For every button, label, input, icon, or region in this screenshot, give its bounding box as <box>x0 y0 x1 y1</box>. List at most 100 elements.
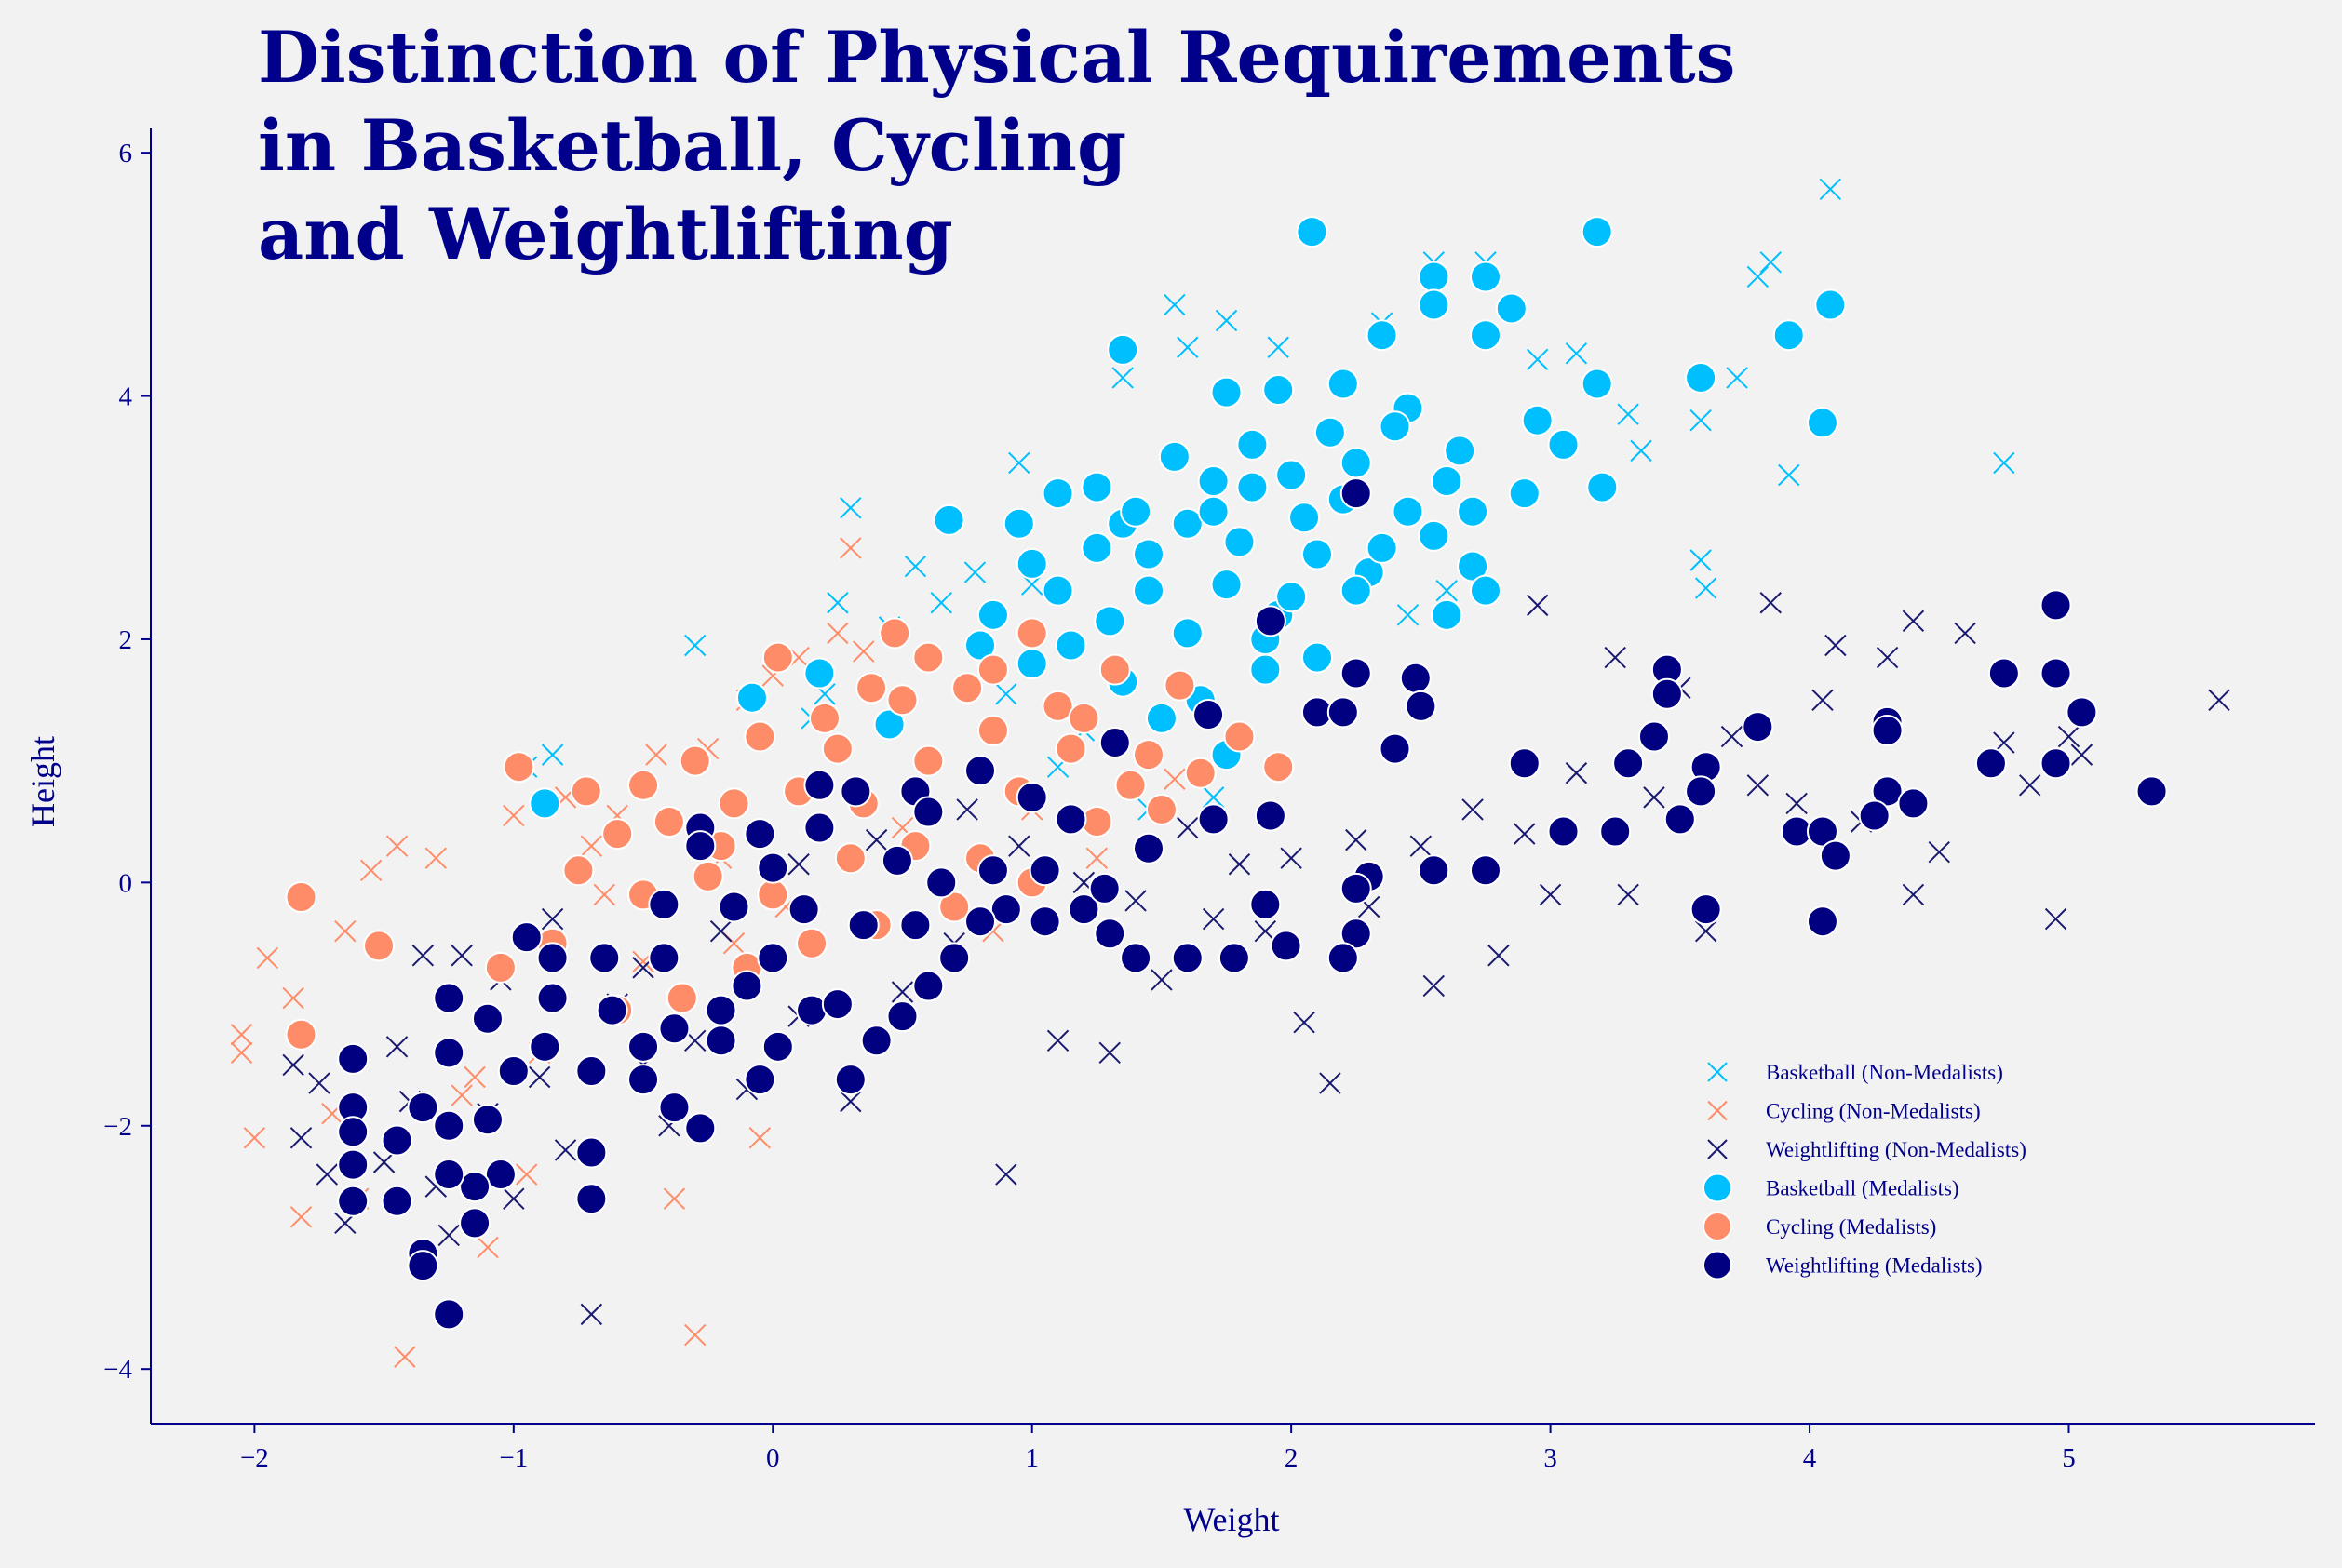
data-point-circle-marker <box>1650 677 1683 710</box>
data-point-x-marker <box>827 622 849 645</box>
data-point-circle-marker <box>840 775 872 808</box>
data-point-circle-marker <box>1042 690 1074 722</box>
data-point-circle-marker <box>1029 905 1061 938</box>
data-point-circle-marker <box>1806 905 1838 938</box>
data-point-circle-marker <box>1300 538 1333 570</box>
data-point-circle-marker <box>1275 459 1308 491</box>
data-point-circle-marker <box>484 1159 517 1191</box>
data-point-circle-marker <box>1133 739 1165 771</box>
data-point-circle-marker <box>1094 605 1126 637</box>
data-point-circle-marker <box>803 657 836 690</box>
data-point-circle-marker <box>834 842 867 875</box>
data-point-x-marker <box>528 1065 551 1089</box>
data-point-circle-marker <box>679 744 711 777</box>
data-point-circle-marker <box>1254 605 1286 637</box>
data-point-circle-marker <box>684 830 717 863</box>
data-point-circle-marker <box>1068 702 1100 734</box>
data-point-x-marker <box>1643 786 1665 809</box>
data-point-circle-marker <box>1326 942 1359 974</box>
data-point-circle-marker <box>1197 495 1230 528</box>
legend-circle-marker-icon <box>1703 1250 1732 1280</box>
data-point-x-marker <box>1617 883 1639 906</box>
data-point-circle-marker <box>1029 854 1061 887</box>
data-point-circle-marker <box>1431 465 1463 498</box>
data-point-x-marker <box>1280 847 1302 869</box>
data-point-circle-marker <box>575 1054 608 1087</box>
data-point-circle-marker <box>1987 657 2020 690</box>
data-point-circle-marker <box>1405 690 1437 722</box>
data-point-circle-marker <box>1689 893 1722 926</box>
data-point-x-marker <box>1111 367 1134 389</box>
data-point-circle-marker <box>596 994 628 1026</box>
data-point-x-marker <box>1759 592 1782 614</box>
data-point-circle-marker <box>1249 653 1282 686</box>
x-tick-label: 2 <box>1285 1443 1299 1473</box>
data-point-x-marker <box>995 1163 1017 1186</box>
data-point-circle-marker <box>1469 574 1501 607</box>
x-tick-label: −1 <box>499 1443 528 1473</box>
data-point-x-marker <box>1902 610 1925 633</box>
data-point-x-marker <box>411 945 435 967</box>
data-point-x-marker <box>840 537 862 559</box>
data-point-circle-marker <box>1339 872 1372 905</box>
data-point-circle-marker <box>808 702 841 734</box>
data-point-x-marker <box>394 1346 416 1368</box>
data-point-circle-marker <box>285 1018 317 1051</box>
data-point-circle-marker <box>2039 589 2072 622</box>
data-point-circle-marker <box>705 1025 737 1057</box>
chart-title-line-2: in Basketball, Cycling <box>258 104 1126 187</box>
axes-layer: −2 −1 0 1 2 3 4 5 −4 −2 0 2 4 6 <box>103 128 2315 1473</box>
data-point-circle-marker <box>705 994 737 1026</box>
legend-label: Weightlifting (Medalists) <box>1766 1254 1983 1278</box>
data-point-circle-marker <box>873 708 906 741</box>
data-point-x-marker <box>840 497 862 519</box>
data-point-circle-marker <box>912 641 945 674</box>
data-point-circle-marker <box>757 942 789 974</box>
data-point-circle-marker <box>731 970 763 1002</box>
data-point-x-marker <box>503 1187 525 1210</box>
y-tick-label: 4 <box>119 382 133 412</box>
data-point-x-marker <box>930 592 952 614</box>
data-point-circle-marker <box>503 751 535 784</box>
data-point-circle-marker <box>510 921 543 954</box>
data-point-x-marker <box>1720 725 1743 748</box>
data-point-x-marker <box>1694 577 1717 599</box>
legend: Basketball (Non-Medalists) Cycling (Non-M… <box>1703 1061 2026 1280</box>
legend-item: Cycling (Medalists) <box>1703 1212 1936 1241</box>
data-point-x-marker <box>684 1323 707 1347</box>
data-point-circle-marker <box>989 893 1022 926</box>
data-point-circle-marker <box>2135 775 2168 808</box>
data-point-circle-marker <box>337 1116 370 1148</box>
data-point-x-marker <box>282 986 304 1010</box>
data-point-circle-marker <box>718 787 750 820</box>
data-point-circle-marker <box>847 909 880 942</box>
data-point-x-marker <box>904 555 927 578</box>
data-point-circle-marker <box>1819 839 1851 872</box>
data-point-circle-marker <box>666 982 698 1014</box>
data-point-x-marker <box>1098 1041 1121 1065</box>
data-point-x-marker <box>372 1151 396 1173</box>
data-point-circle-marker <box>1469 319 1501 352</box>
data-point-x-marker <box>580 835 603 857</box>
data-point-circle-marker <box>938 891 971 923</box>
data-point-circle-marker <box>1133 832 1165 864</box>
data-point-x-marker <box>1008 451 1030 475</box>
data-point-circle-marker <box>1270 930 1302 962</box>
data-point-circle-marker <box>1581 216 1613 248</box>
data-point-circle-marker <box>407 1250 439 1282</box>
data-point-circle-marker <box>459 1207 491 1240</box>
data-point-circle-marker <box>1223 526 1256 558</box>
data-point-circle-marker <box>1339 477 1372 510</box>
data-point-circle-marker <box>1120 942 1152 974</box>
data-point-x-marker <box>1726 367 1748 389</box>
data-point-circle-marker <box>1094 918 1126 950</box>
data-point-circle-marker <box>1192 698 1225 730</box>
data-point-x-marker <box>1526 594 1549 617</box>
data-point-circle-marker <box>1339 657 1372 690</box>
points-layer <box>230 178 2230 1368</box>
data-point-x-marker <box>1514 823 1536 845</box>
x-tick-label: 0 <box>766 1443 780 1473</box>
data-point-x-marker <box>1228 853 1251 876</box>
data-point-x-marker <box>230 1024 253 1046</box>
data-point-circle-marker <box>1637 720 1670 753</box>
